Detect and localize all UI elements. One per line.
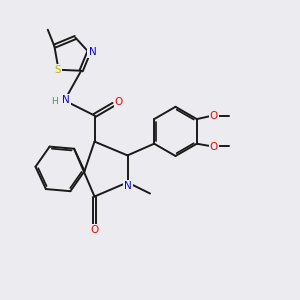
- Text: O: O: [115, 97, 123, 107]
- Text: S: S: [55, 65, 61, 75]
- Text: N: N: [124, 181, 132, 191]
- Text: N: N: [62, 95, 70, 105]
- Text: O: O: [210, 110, 218, 121]
- Text: O: O: [210, 142, 218, 152]
- Text: N: N: [88, 47, 96, 57]
- Text: O: O: [90, 225, 99, 235]
- Text: H: H: [52, 97, 58, 106]
